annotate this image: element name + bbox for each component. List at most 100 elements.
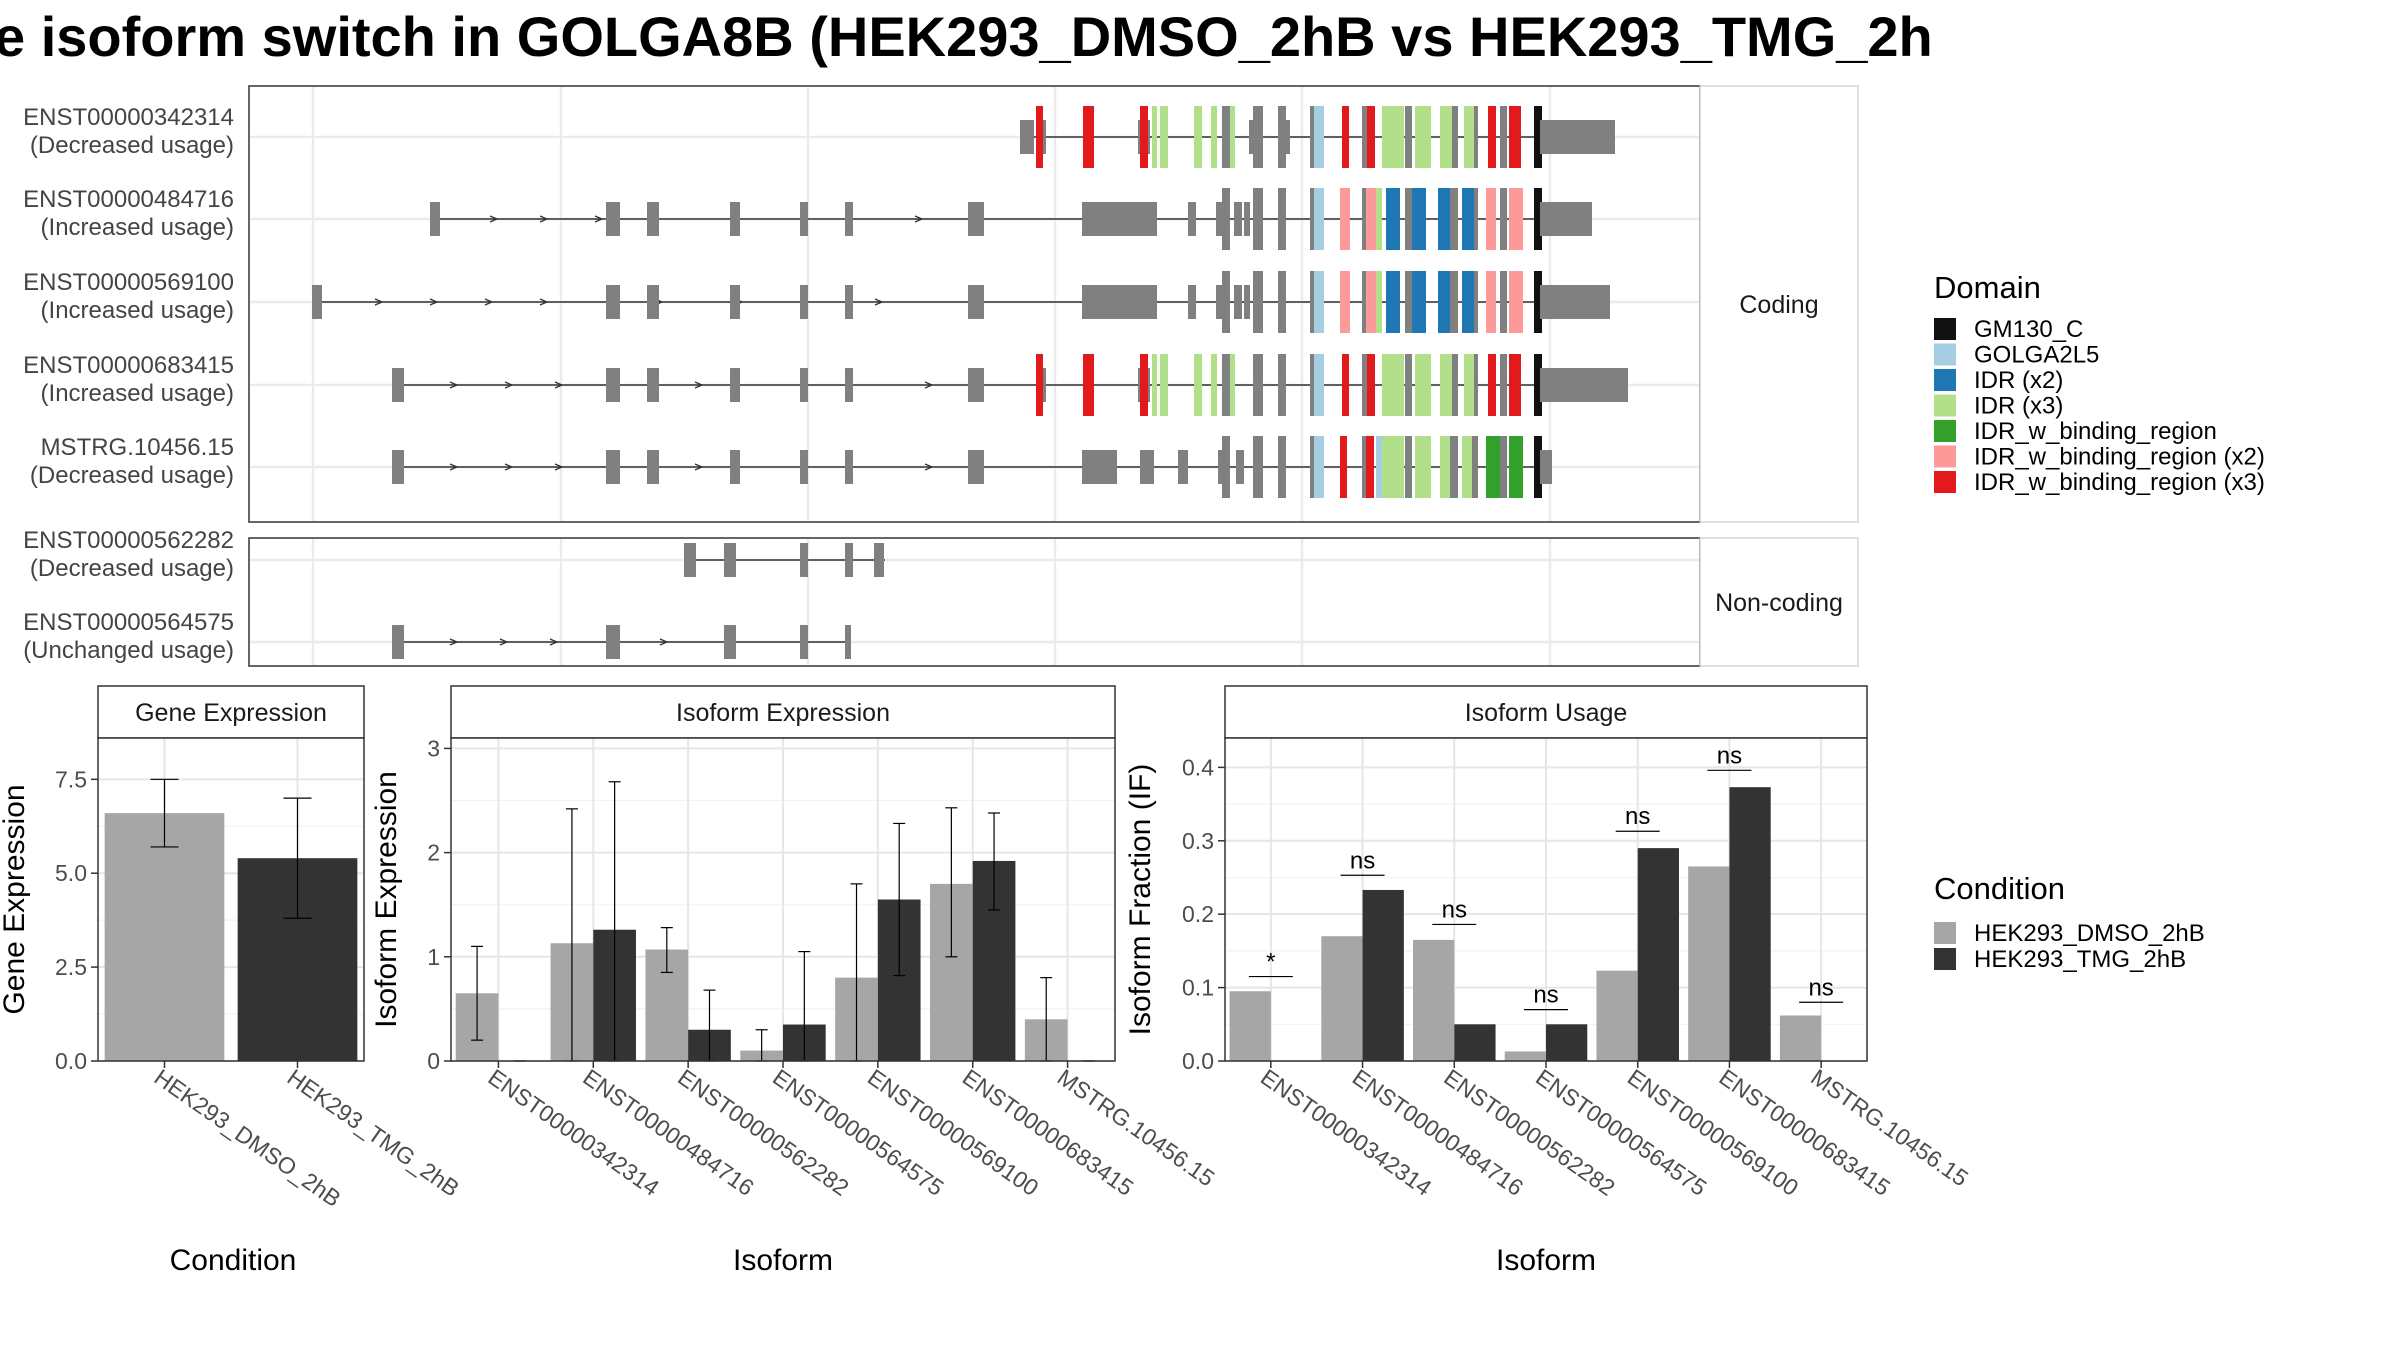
utr-exon	[1540, 368, 1628, 402]
strand-arrow	[449, 463, 459, 471]
facet-label-coding: Coding	[1739, 291, 1818, 319]
domain-block	[1534, 436, 1542, 498]
strand-arrow	[924, 463, 934, 471]
domain-idr-binding-x3	[1036, 106, 1043, 168]
domain-legend-label: IDR_w_binding_region	[1974, 418, 2217, 445]
exon	[968, 368, 984, 402]
domain-block	[1366, 436, 1374, 498]
x-tick-label: ENST00000683415	[958, 1064, 1138, 1201]
exon	[968, 285, 984, 319]
domain-block	[1509, 106, 1521, 168]
exon	[647, 202, 659, 236]
strand-arrow	[539, 298, 549, 306]
transcript-id-label: ENST00000562282	[23, 527, 234, 554]
domain-block	[1509, 354, 1521, 416]
bar	[1596, 970, 1638, 1061]
transcript-structure-panel: CodingNon-codingENST00000342314(Decrease…	[23, 85, 1859, 667]
coding-exon	[1405, 354, 1412, 416]
domain-idr-x3	[1228, 106, 1235, 168]
y-axis-title: Isoform Fraction (IF)	[1124, 764, 1157, 1036]
exon	[1234, 285, 1242, 319]
transcript-usage-label: (Increased usage)	[41, 297, 234, 324]
coding-exon	[1472, 271, 1478, 333]
transcript-id-label: ENST00000564575	[23, 609, 234, 636]
exon	[730, 202, 740, 236]
strand-arrow	[539, 215, 549, 223]
domain-block	[1486, 271, 1496, 333]
utr-exon	[1540, 450, 1552, 484]
exon	[800, 368, 808, 402]
domain-block	[1488, 354, 1496, 416]
bar	[1688, 866, 1730, 1061]
domain-block	[1340, 436, 1347, 498]
utr-exon	[1540, 202, 1592, 236]
exon	[1082, 450, 1117, 484]
x-tick-label: ENST00000562282	[673, 1064, 853, 1201]
y-tick-label: 7.5	[55, 766, 87, 792]
domain-idr-x3	[1194, 354, 1202, 416]
domain-block	[1438, 188, 1450, 250]
domain-block	[1382, 354, 1404, 416]
condition-legend-label: HEK293_DMSO_2hB	[1974, 920, 2205, 947]
coding-exon	[1500, 188, 1507, 250]
coding-exon	[1222, 354, 1230, 416]
domain-block	[1340, 188, 1350, 250]
transcript-usage-label: (Unchanged usage)	[23, 637, 234, 664]
domain-legend-swatch	[1934, 318, 1956, 340]
exon	[392, 625, 404, 659]
exon	[1140, 450, 1154, 484]
strand-arrow	[449, 381, 459, 389]
x-tick-label: MSTRG.10456.15	[1806, 1064, 1973, 1192]
y-tick-label: 0.0	[55, 1048, 87, 1074]
coding-exon	[1472, 188, 1478, 250]
exon	[606, 202, 620, 236]
exon	[684, 543, 696, 577]
coding-exon	[1362, 106, 1368, 168]
significance-label: ns	[1717, 742, 1742, 769]
domain-idr-binding-x3	[1140, 354, 1148, 416]
exon	[647, 450, 659, 484]
domain-block	[1415, 436, 1431, 498]
exon	[800, 202, 808, 236]
coding-exon	[1278, 271, 1286, 333]
x-tick-label: ENST00000683415	[1715, 1064, 1895, 1201]
strand-arrow	[694, 381, 704, 389]
transcript-usage-label: (Increased usage)	[41, 380, 234, 407]
domain-block	[1464, 106, 1474, 168]
domain-block	[1534, 354, 1542, 416]
domain-legend-title: Domain	[1934, 270, 2041, 305]
noncoding-panel	[248, 537, 1701, 667]
strand-arrow	[594, 215, 604, 223]
exon	[1178, 450, 1188, 484]
y-tick-label: 2	[427, 840, 440, 866]
domain-legend-swatch	[1934, 369, 1956, 391]
x-tick-label: MSTRG.10456.15	[1053, 1064, 1220, 1192]
chart-panel: Isoform Usage * ns ns ns ns ns ns 0.0 0.1 0.2 0.3 0.…	[1124, 685, 1973, 1277]
domain-block	[1314, 188, 1324, 250]
domain-block	[1367, 354, 1375, 416]
domain-block	[1438, 271, 1450, 333]
y-tick-label: 0.2	[1182, 901, 1214, 927]
strand-arrow	[449, 638, 459, 646]
exon	[730, 450, 740, 484]
bar	[1413, 939, 1455, 1061]
exon	[1244, 202, 1250, 236]
coding-exon	[1278, 188, 1286, 250]
domain-idr-binding-x3	[1083, 106, 1094, 168]
strand-arrow	[374, 298, 384, 306]
exon	[1218, 450, 1224, 484]
exon	[1188, 285, 1196, 319]
domain-idr-x3	[1211, 106, 1217, 168]
x-tick-label: ENST00000564575	[1531, 1064, 1711, 1201]
exon	[800, 625, 808, 659]
exon	[845, 543, 853, 577]
exon	[1082, 202, 1157, 236]
strand-arrow	[484, 298, 494, 306]
transcript-usage-label: (Decreased usage)	[30, 555, 234, 582]
strand-arrow	[924, 381, 934, 389]
domain-block	[1534, 188, 1542, 250]
coding-exon	[1362, 436, 1368, 498]
utr-exon	[1540, 285, 1610, 319]
y-tick-label: 5.0	[55, 860, 87, 886]
coding-exon	[1222, 436, 1230, 498]
